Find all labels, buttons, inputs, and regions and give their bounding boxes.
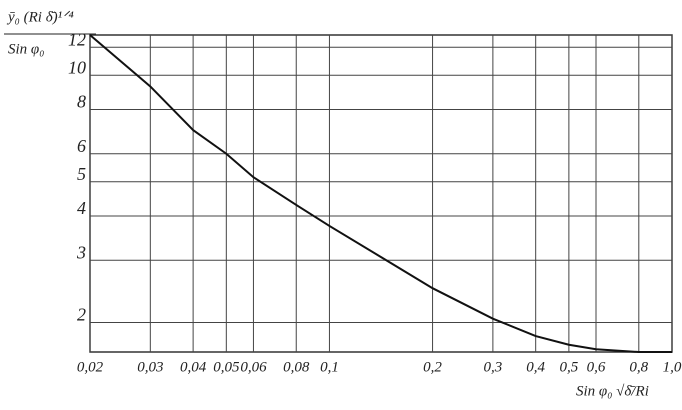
y-axis-label: ȳ₀ (Ri δ̄)¹ᐟ⁴ — [6, 9, 74, 25]
plot-frame — [89, 34, 673, 353]
x-axis-label: Sin φ₀ √δ̄/Ri — [576, 383, 649, 399]
x-tick-label: 0,6 — [587, 359, 606, 375]
x-tick-label: 0,4 — [526, 359, 545, 375]
x-tick-label: 0,02 — [77, 359, 104, 375]
x-tick-label: 0,03 — [137, 359, 163, 375]
y-tick-label: 2 — [77, 305, 86, 325]
y-tick-label: 3 — [76, 242, 86, 262]
x-tick-label: 1,0 — [663, 359, 682, 375]
y-tick-label: 8 — [77, 92, 86, 112]
x-tick-label: 0,5 — [560, 359, 579, 375]
y-tick-label: 10 — [68, 57, 86, 77]
x-tick-label: 0,8 — [629, 359, 648, 375]
x-tick-label: 0,06 — [240, 359, 267, 375]
y-tick-label: 4 — [77, 198, 86, 218]
x-tick-label: 0,08 — [283, 359, 310, 375]
y-tick-label: 12 — [68, 29, 86, 49]
y-tick-label: 5 — [77, 164, 86, 184]
y-tick-label: 6 — [77, 136, 86, 156]
x-tick-label: 0,1 — [320, 359, 339, 375]
data-line — [89, 34, 672, 353]
y-axis-label-denominator: Sin φ₀ — [8, 41, 44, 57]
x-tick-label: 0,04 — [180, 359, 207, 375]
x-tick-label: 0,05 — [213, 359, 240, 375]
x-tick-label: 0,2 — [423, 359, 442, 375]
x-tick-label: 0,3 — [484, 359, 503, 375]
